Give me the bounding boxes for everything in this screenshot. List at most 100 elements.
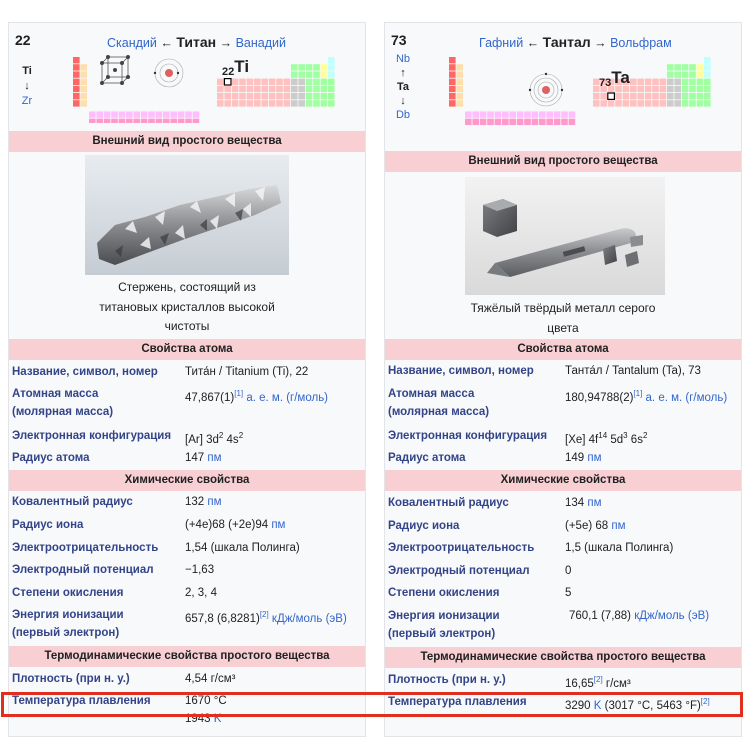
element-symbol: 73Ta — [599, 68, 630, 89]
pt-cell — [239, 78, 246, 85]
group-next-link[interactable]: Zr — [21, 95, 33, 107]
pt-cell — [231, 85, 239, 93]
pt-cell — [502, 118, 509, 125]
tantalum-infobox: 73 Гафний ← Тантал → Вольфрам Nb ↑ Ta ↓ … — [384, 22, 742, 737]
reference-link[interactable]: [2] — [259, 610, 269, 619]
unit-link[interactable]: кДж/моль (эВ) — [634, 610, 710, 622]
element-name: Тантал — [542, 34, 591, 50]
unit-link[interactable]: пм — [587, 452, 602, 464]
periodic-table-mini[interactable] — [67, 53, 339, 123]
pt-cell — [696, 64, 704, 71]
pt-cell — [561, 118, 568, 125]
unit-link[interactable]: K — [213, 713, 222, 725]
tantalum-metal-photo[interactable] — [465, 177, 665, 295]
pt-cell — [516, 118, 524, 125]
pt-cell — [637, 85, 644, 93]
section-header-appearance: Внешний вид простого вещества — [385, 151, 741, 172]
periodic-table-mini[interactable] — [443, 53, 715, 143]
pt-cell — [283, 85, 291, 93]
pt-cell — [681, 71, 689, 78]
group-prev-link[interactable]: Nb — [395, 53, 411, 65]
pt-cell — [630, 100, 637, 107]
group-current-symbol: Ta — [396, 81, 410, 93]
pt-cell — [192, 111, 200, 118]
pt-cell — [516, 111, 524, 118]
pt-cell — [239, 100, 246, 107]
titanium-crystal-bar-photo[interactable] — [85, 155, 289, 275]
prev-element-link[interactable]: Гафний — [479, 36, 524, 50]
pt-cell — [73, 100, 80, 107]
pt-cell — [509, 111, 516, 118]
unit-link[interactable]: пм — [611, 520, 626, 532]
pt-cell — [276, 78, 283, 85]
unit-link[interactable]: кДж/моль (эВ) — [271, 612, 347, 625]
pt-cell — [185, 118, 192, 123]
pt-cell — [217, 85, 224, 93]
pt-cell — [622, 100, 630, 107]
pt-cell — [615, 93, 622, 100]
pt-cell — [674, 71, 681, 78]
pt-cell — [615, 78, 622, 85]
pt-cell — [133, 118, 140, 123]
section-header-appearance: Внешний вид простого вещества — [9, 131, 365, 152]
unit-link[interactable]: K — [593, 699, 602, 712]
group-nav: Ti ↓ Zr — [19, 65, 35, 107]
pt-cell — [637, 100, 644, 107]
pt-cell — [487, 118, 494, 125]
pt-cell — [689, 64, 696, 71]
pt-cell — [689, 93, 696, 100]
pt-cell — [600, 100, 607, 107]
pt-cell — [224, 93, 231, 100]
reference-link[interactable]: [2] — [700, 697, 710, 706]
pt-cell — [223, 78, 232, 86]
unit-link[interactable]: пм — [271, 519, 286, 531]
pt-cell — [283, 78, 291, 85]
prev-element-link[interactable]: Скандий — [107, 36, 157, 50]
pt-cell — [276, 85, 283, 93]
pt-cell — [689, 100, 696, 107]
group-next-link[interactable]: Db — [395, 109, 411, 121]
pt-cell — [328, 85, 335, 93]
next-element-link[interactable]: Вольфрам — [610, 36, 672, 50]
pt-cell — [472, 118, 479, 125]
pt-cell — [568, 118, 576, 125]
pt-cell — [298, 64, 305, 71]
group-current-symbol: Ti — [22, 65, 32, 77]
unit-link[interactable]: пм — [587, 497, 602, 509]
pt-cell — [465, 111, 472, 118]
pt-cell — [73, 78, 80, 85]
unit-link[interactable]: пм — [207, 452, 222, 464]
pt-cell — [246, 85, 254, 93]
pt-cell — [593, 85, 600, 93]
pt-cell — [89, 118, 96, 123]
unit-link[interactable]: а. е. м. (г/моль) — [645, 391, 728, 404]
pt-cell — [328, 93, 335, 100]
reference-link[interactable]: [1] — [234, 389, 244, 398]
pt-cell — [600, 93, 607, 100]
pt-cell — [553, 111, 561, 118]
arrow-left-icon: ← — [160, 36, 173, 50]
pt-cell — [607, 85, 615, 93]
pt-cell — [231, 78, 239, 85]
pt-cell — [696, 85, 704, 93]
pt-cell — [246, 78, 254, 85]
pt-cell — [479, 118, 487, 125]
unit-link[interactable]: а. е. м. (г/моль) — [246, 391, 329, 404]
unit-link[interactable]: пм — [207, 496, 222, 508]
pt-cell — [246, 100, 254, 107]
pt-cell — [553, 118, 561, 125]
pt-cell — [313, 71, 320, 78]
pt-cell — [148, 111, 155, 118]
pt-cell — [305, 64, 313, 71]
element-name: Титан — [176, 34, 217, 50]
pt-cell — [305, 85, 313, 93]
pt-cell — [133, 111, 140, 118]
reference-link[interactable]: [1] — [633, 389, 643, 398]
next-element-link[interactable]: Ванадий — [235, 36, 286, 50]
reference-link[interactable]: [2] — [593, 675, 603, 684]
pt-cell — [298, 93, 305, 100]
pt-cell — [291, 78, 298, 85]
section-header-chem: Химические свойства — [9, 470, 365, 491]
pt-cell — [80, 85, 87, 93]
pt-cell — [456, 71, 463, 78]
